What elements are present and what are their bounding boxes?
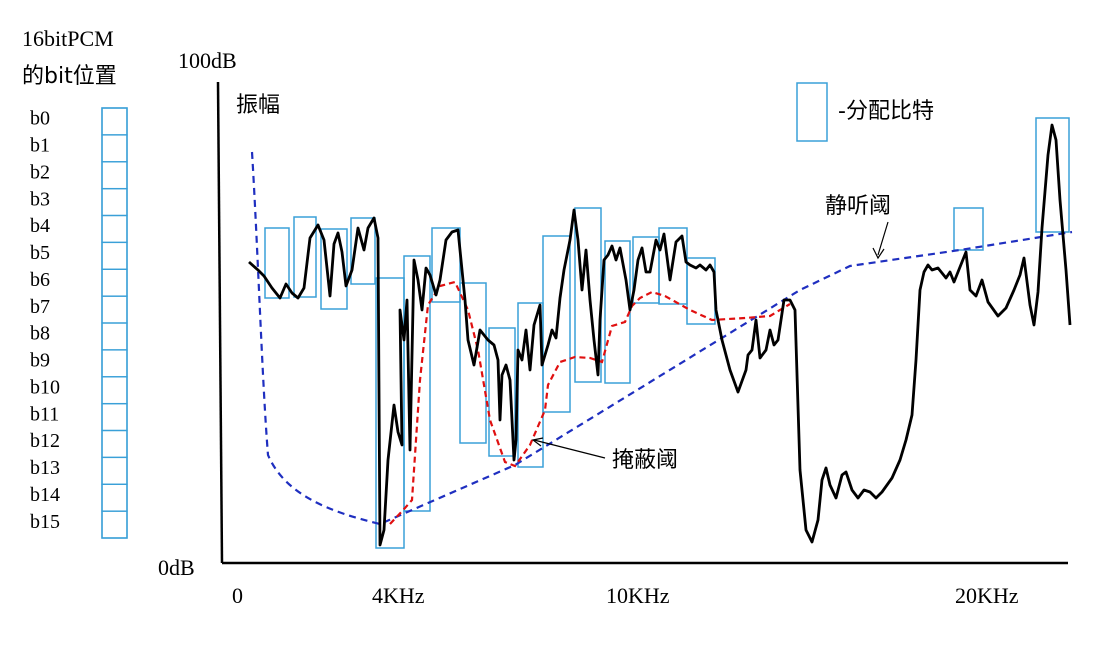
bit-label-b4: b4 <box>30 215 50 237</box>
bit-label-b15: b15 <box>30 511 60 533</box>
bit-cell <box>101 161 128 190</box>
bit-cell <box>101 510 128 539</box>
bit-label-b1: b1 <box>30 135 50 157</box>
bit-box <box>488 327 516 457</box>
signal-spectrum-curve <box>248 123 1072 547</box>
bit-cell <box>101 107 128 136</box>
y-axis <box>216 81 224 564</box>
bit-label-b14: b14 <box>30 484 60 506</box>
quiet-threshold-arrowhead <box>872 247 885 260</box>
masking-threshold-label: 掩蔽阈 <box>612 448 678 473</box>
bit-cell <box>101 295 128 324</box>
legend-box-swatch <box>796 82 828 142</box>
bit-label-b9: b9 <box>30 350 50 372</box>
bit-label-b8: b8 <box>30 323 50 345</box>
bit-label-b3: b3 <box>30 188 50 210</box>
bit-column: b0 b1 b2 b3 b4 b5 b6 b7 b8 b9 b10 b11 b12 b13 b14 b15 <box>30 107 128 539</box>
quiet-threshold-label: 静听阈 <box>825 194 891 219</box>
bit-cell <box>101 402 128 432</box>
bit-labels: b0 b1 b2 b3 b4 b5 b6 b7 b8 b9 b10 b11 b12 b13 b14 b15 <box>30 108 60 533</box>
bit-box <box>459 282 487 444</box>
masking-threshold-curve <box>389 280 791 525</box>
x-tick-4khz: 4KHz <box>372 583 425 608</box>
x-tick-0: 0 <box>232 583 243 608</box>
bit-box <box>431 227 461 303</box>
y-max-label: 100dB <box>178 48 237 73</box>
quiet-threshold-curve <box>250 151 1073 526</box>
y-axis-name: 振幅 <box>236 93 280 118</box>
x-tick-10khz: 10KHz <box>606 583 670 608</box>
header-line1: 16bitPCM <box>22 26 114 51</box>
x-tick-20khz: 20KHz <box>955 583 1019 608</box>
bit-cell <box>101 134 128 163</box>
bit-box <box>403 255 431 512</box>
bit-box <box>264 227 290 299</box>
masking-threshold-arrowhead <box>531 437 544 447</box>
bit-box <box>320 228 348 310</box>
bit-label-b5: b5 <box>30 242 50 264</box>
bit-cell <box>101 214 128 244</box>
bit-cell <box>101 483 128 512</box>
bit-label-b13: b13 <box>30 457 60 479</box>
bit-box <box>604 240 631 384</box>
bit-box <box>350 217 376 285</box>
bit-label-b11: b11 <box>30 403 59 425</box>
bit-cell <box>101 456 128 485</box>
bit-cell <box>101 187 128 217</box>
bit-box <box>293 216 317 298</box>
bit-cells <box>101 107 128 539</box>
bit-label-b6: b6 <box>30 269 50 291</box>
bit-box <box>953 207 984 251</box>
legend-label: -分配比特 <box>838 99 934 124</box>
bit-cell <box>101 322 128 351</box>
bit-label-b7: b7 <box>30 296 50 318</box>
bit-cell <box>101 376 128 405</box>
bit-box <box>1035 117 1070 233</box>
quiet-threshold-pointer <box>877 221 889 256</box>
bit-label-b2: b2 <box>30 161 50 183</box>
bit-label-b0: b0 <box>30 108 50 130</box>
bit-cell <box>101 268 128 297</box>
bit-label-b10: b10 <box>30 376 60 398</box>
y-min-label: 0dB <box>158 555 195 580</box>
masking-threshold-pointer <box>533 439 606 459</box>
bit-cell <box>101 241 128 270</box>
bit-cell <box>101 429 128 459</box>
bit-label-b12: b12 <box>30 430 60 452</box>
bit-cell <box>101 349 128 378</box>
bit-box <box>542 235 571 413</box>
header-line2: 的bit位置 <box>22 64 117 89</box>
